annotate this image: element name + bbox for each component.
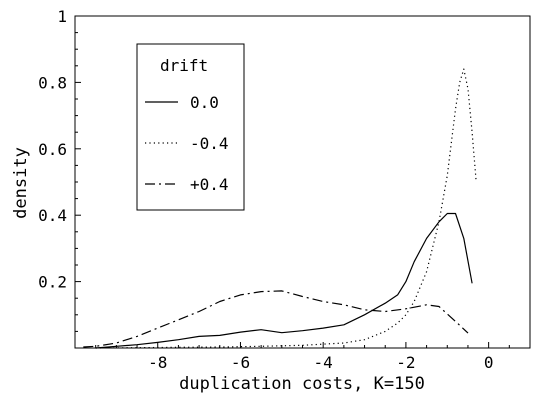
- y-tick-label: 0.2: [38, 273, 67, 292]
- x-tick-label: 0: [484, 353, 494, 372]
- legend-label-1: -0.4: [190, 134, 229, 153]
- legend-label-2: +0.4: [190, 175, 229, 194]
- legend-entries: 0.0 -0.4 +0.4: [145, 93, 229, 194]
- y-tick-label: 0.6: [38, 140, 67, 159]
- x-axis-label: duplication costs, K=150: [179, 374, 425, 394]
- series-layer: [83, 68, 477, 349]
- y-axis-label: density: [11, 147, 31, 219]
- y-tick-label: 1: [57, 7, 67, 26]
- x-tick-label: -6: [231, 353, 250, 372]
- series-line-2: [83, 290, 469, 348]
- x-tick-label: -2: [396, 353, 415, 372]
- y-tick-label: 0.8: [38, 73, 67, 92]
- x-tick-label: -4: [314, 353, 333, 372]
- series-line-0: [95, 212, 473, 349]
- y-tick-label: 0.4: [38, 206, 67, 225]
- x-tick-label: -8: [148, 353, 167, 372]
- x-axis-ticks: -8 -6 -4 -2 0: [95, 342, 510, 372]
- y-axis-ticks: 0.2 0.4 0.6 0.8 1: [38, 7, 81, 332]
- series-line-1: [95, 68, 477, 349]
- legend-title: drift: [160, 56, 208, 75]
- legend-box: [136, 43, 245, 211]
- legend: drift 0.0 -0.4 +0.4: [136, 43, 245, 211]
- legend-label-0: 0.0: [190, 93, 219, 112]
